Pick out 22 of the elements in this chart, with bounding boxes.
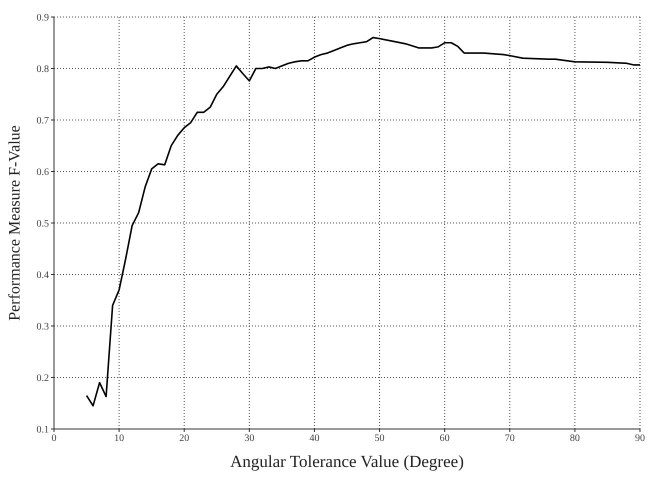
- y-tick-label: 0.6: [36, 167, 49, 178]
- y-axis-title: Performance Measure F-Value: [6, 125, 24, 321]
- y-tick-label: 0.7: [36, 116, 49, 127]
- x-tick-label: 10: [114, 433, 124, 444]
- x-tick-label: 80: [570, 433, 580, 444]
- x-axis-title: Angular Tolerance Value (Degree): [230, 452, 464, 471]
- y-tick-label: 0.2: [36, 373, 49, 384]
- x-tick-label: 30: [244, 433, 254, 444]
- x-tick-label: 60: [440, 433, 450, 444]
- y-tick-label: 0.8: [36, 64, 49, 76]
- x-tick-label: 50: [374, 433, 385, 444]
- x-tick-label: 0: [52, 433, 56, 444]
- y-tick-label: 0.1: [36, 424, 49, 436]
- x-tick-label: 90: [635, 433, 645, 444]
- x-tick-label: 70: [504, 433, 515, 444]
- y-tick-label: 0.3: [36, 322, 49, 333]
- x-tick-label: 20: [179, 433, 190, 444]
- y-tick-label: 0.9: [36, 12, 49, 24]
- x-tick-label: 40: [309, 433, 320, 444]
- y-tick-label: 0.4: [36, 270, 49, 282]
- y-tick-label: 0.5: [36, 218, 49, 230]
- line-series: [86, 36, 640, 407]
